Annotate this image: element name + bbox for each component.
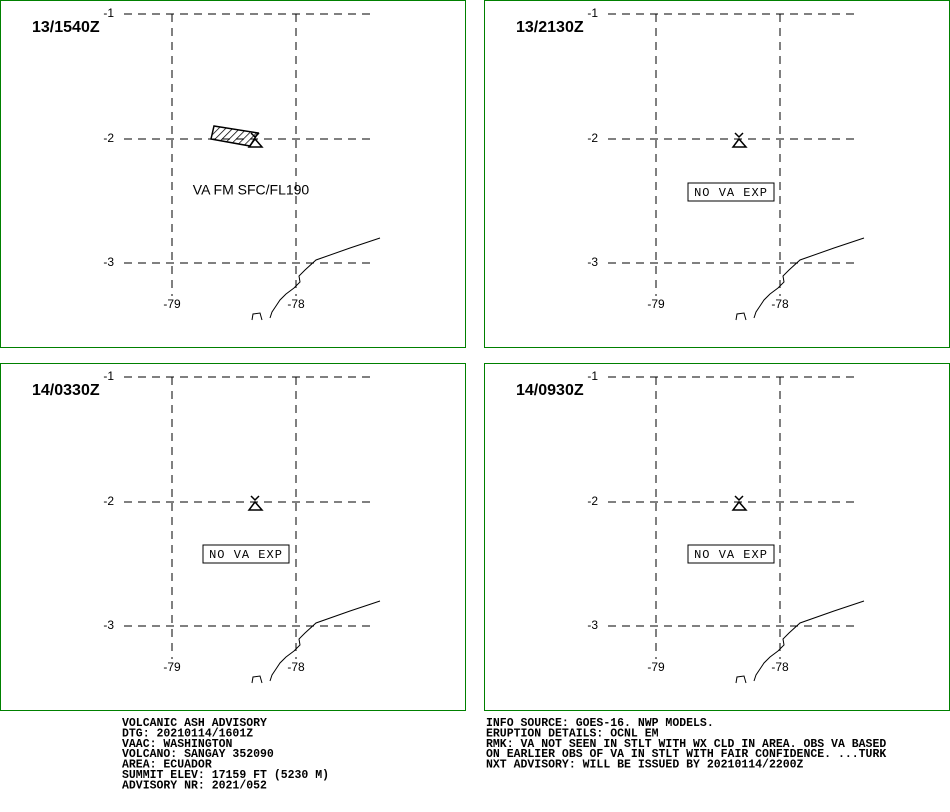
lon-label: -79 bbox=[163, 297, 181, 311]
footer-line: VOLCANIC ASH ADVISORY bbox=[122, 717, 267, 730]
lon-label: -79 bbox=[163, 660, 181, 674]
annotation-box bbox=[202, 544, 290, 564]
annotation: NO VA EXP bbox=[209, 548, 283, 562]
volcano-symbol bbox=[731, 495, 748, 511]
panel: -1 -2 -3 -79 -78 13/1540Z VA FM SFC/FL190 bbox=[0, 0, 466, 348]
lat-label: -2 bbox=[103, 131, 114, 145]
lat-label: -2 bbox=[587, 131, 598, 145]
footer-line: ERUPTION DETAILS: OCNL EM bbox=[486, 727, 659, 740]
footer-line: RMK: VA NOT SEEN IN STLT WITH WX CLD IN … bbox=[486, 738, 886, 751]
footer-line: NXT ADVISORY: WILL BE ISSUED BY 20210114… bbox=[486, 759, 804, 772]
footer-line: VOLCANO: SANGAY 352090 bbox=[122, 748, 274, 761]
footer-line: ON EARLIER OBS OF VA IN STLT WITH FAIR C… bbox=[486, 748, 886, 761]
panel-frame bbox=[484, 0, 950, 348]
volcano-symbol bbox=[247, 495, 264, 511]
footer-line: VAAC: WASHINGTON bbox=[122, 738, 233, 751]
lon-label: -78 bbox=[771, 297, 789, 311]
lat-label: -1 bbox=[587, 369, 598, 383]
lon-label: -78 bbox=[771, 660, 789, 674]
footer-line: ADVISORY NR: 2021/052 bbox=[122, 779, 267, 792]
coastline bbox=[735, 237, 865, 321]
ash-area bbox=[210, 125, 260, 147]
panel-frame bbox=[484, 363, 950, 711]
footer-line: SUMMIT ELEV: 17159 FT (5230 M) bbox=[122, 769, 329, 782]
annotation-box bbox=[687, 182, 775, 202]
valid-time: 13/2130Z bbox=[516, 19, 584, 36]
footer-line: INFO SOURCE: GOES-16. NWP MODELS. bbox=[486, 717, 714, 730]
lat-label: -2 bbox=[587, 494, 598, 508]
footer-line: DTG: 20210114/1601Z bbox=[122, 727, 253, 740]
annotation-box bbox=[687, 544, 775, 564]
valid-time: 13/1540Z bbox=[32, 19, 100, 36]
lat-label: -3 bbox=[587, 618, 598, 632]
panel-frame bbox=[0, 0, 466, 348]
lon-label: -79 bbox=[647, 297, 665, 311]
panel: -1 -2 -3 -79 -78 14/0930Z NO VA EXP bbox=[484, 363, 950, 711]
lat-label: -3 bbox=[587, 255, 598, 269]
valid-time: 14/0330Z bbox=[32, 382, 100, 399]
lon-label: -78 bbox=[287, 660, 305, 674]
lat-label: -1 bbox=[587, 6, 598, 20]
lat-label: -3 bbox=[103, 255, 114, 269]
panel: -1 -2 -3 -79 -78 13/2130Z NO VA EXP bbox=[484, 0, 950, 348]
lat-label: -2 bbox=[103, 494, 114, 508]
lon-label: -78 bbox=[287, 297, 305, 311]
panel: -1 -2 -3 -79 -78 14/0330Z NO VA EXP bbox=[0, 363, 466, 711]
coastline bbox=[251, 600, 381, 684]
volcano-symbol bbox=[731, 132, 748, 148]
panel-frame bbox=[0, 363, 466, 711]
annotation: VA FM SFC/FL190 bbox=[193, 182, 310, 198]
valid-time: 14/0930Z bbox=[516, 382, 584, 399]
coastline bbox=[735, 600, 865, 684]
lat-label: -1 bbox=[103, 369, 114, 383]
footer-line: AREA: ECUADOR bbox=[122, 759, 212, 772]
lat-label: -3 bbox=[103, 618, 114, 632]
annotation: NO VA EXP bbox=[694, 186, 768, 200]
coastline bbox=[251, 237, 381, 321]
annotation: NO VA EXP bbox=[694, 548, 768, 562]
lon-label: -79 bbox=[647, 660, 665, 674]
lat-label: -1 bbox=[103, 6, 114, 20]
